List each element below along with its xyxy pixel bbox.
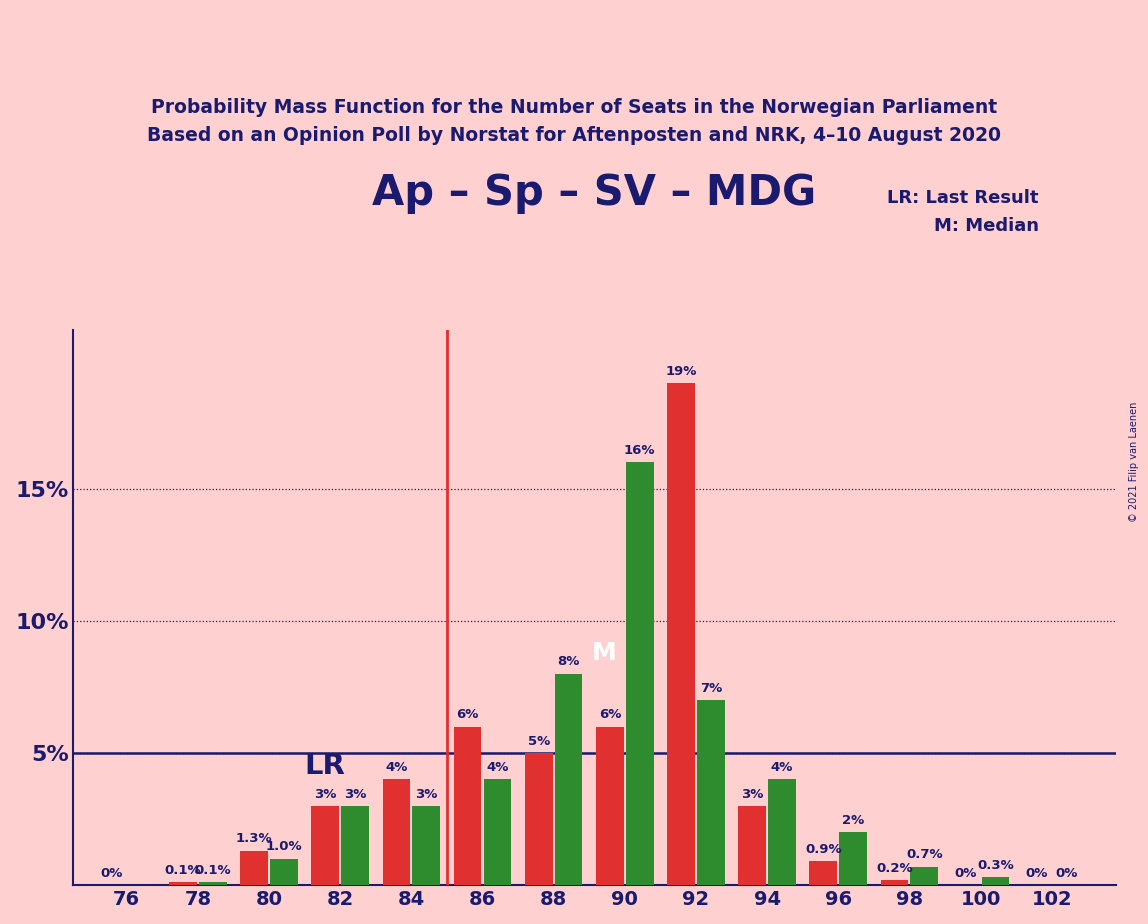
Bar [311,806,339,885]
Text: 4%: 4% [386,761,408,774]
Text: LR: Last Result: LR: Last Result [887,189,1039,207]
Bar [240,851,267,885]
Text: © 2021 Filip van Laenen: © 2021 Filip van Laenen [1130,402,1139,522]
Bar [596,726,623,885]
Bar [453,726,481,885]
Text: 1.3%: 1.3% [235,833,272,845]
Text: 2%: 2% [843,814,864,827]
Text: 0.1%: 0.1% [164,864,201,877]
Text: 5%: 5% [528,735,550,748]
Bar [483,780,511,885]
Bar [839,833,867,885]
Bar [525,753,552,885]
Text: 6%: 6% [457,709,479,722]
Bar [667,383,695,885]
Bar [697,700,724,885]
Text: 19%: 19% [666,365,697,378]
Text: M: M [592,641,616,665]
Text: M: Median: M: Median [934,217,1039,235]
Text: 4%: 4% [487,761,509,774]
Text: 3%: 3% [416,787,437,800]
Bar [626,462,653,885]
Text: 3%: 3% [344,787,366,800]
Text: 1.0%: 1.0% [265,841,302,854]
Text: Probability Mass Function for the Number of Seats in the Norwegian Parliament: Probability Mass Function for the Number… [150,98,998,116]
Text: LR: LR [304,752,346,780]
Text: 16%: 16% [625,444,656,457]
Bar [881,880,908,885]
Bar [382,780,410,885]
Text: 0.7%: 0.7% [906,848,943,861]
Text: 7%: 7% [700,682,722,695]
Bar [982,877,1009,885]
Text: 0%: 0% [101,867,123,880]
Bar [341,806,369,885]
Text: 3%: 3% [740,787,763,800]
Text: 3%: 3% [315,787,336,800]
Bar [412,806,440,885]
Text: 0%: 0% [954,867,977,880]
Text: 6%: 6% [598,709,621,722]
Text: 0%: 0% [1025,867,1048,880]
Bar [768,780,796,885]
Text: 4%: 4% [770,761,793,774]
Text: 0%: 0% [1055,867,1078,880]
Bar [270,858,297,885]
Text: Based on an Opinion Poll by Norstat for Aftenposten and NRK, 4–10 August 2020: Based on an Opinion Poll by Norstat for … [147,127,1001,145]
Text: 0.2%: 0.2% [876,861,913,875]
Bar [738,806,766,885]
Bar [199,882,226,885]
Bar [554,674,582,885]
Text: 0.9%: 0.9% [805,843,841,856]
Bar [910,867,938,885]
Text: 0.1%: 0.1% [194,864,231,877]
Text: 8%: 8% [558,655,580,668]
Title: Ap – Sp – SV – MDG: Ap – Sp – SV – MDG [372,172,816,214]
Bar [169,882,196,885]
Text: 0.3%: 0.3% [977,859,1014,872]
Bar [809,861,837,885]
